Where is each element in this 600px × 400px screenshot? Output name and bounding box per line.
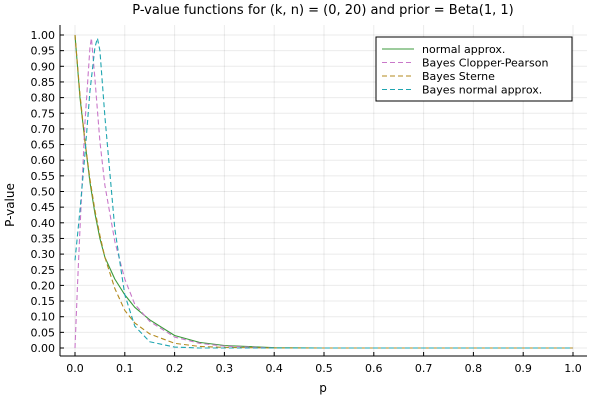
legend-box (375, 36, 573, 102)
y-tick-label: 0.20 (31, 279, 56, 292)
x-tick-label: 0.1 (116, 362, 134, 375)
y-tick-label: 0.25 (31, 264, 56, 277)
y-tick-label: 0.35 (31, 232, 56, 245)
y-tick-label: 0.50 (31, 186, 56, 199)
x-tick-label: 1.0 (564, 362, 582, 375)
y-tick-label: 0.90 (31, 60, 56, 73)
y-tick-label: 0.10 (31, 311, 56, 324)
y-tick-label: 1.00 (31, 29, 56, 42)
y-tick-label: 0.30 (31, 248, 56, 261)
x-tick-label: 0.2 (166, 362, 184, 375)
y-tick-label: 0.60 (31, 154, 56, 167)
ticks: 0.0 0.1 0.2 0.3 0.4 0.5 0.6 0.7 0.8 0.9 1.0 0.00 0.0… (31, 29, 582, 375)
legend: normal approx.Bayes Clopper-PearsonBayes… (375, 36, 573, 102)
x-tick-label: 0.5 (315, 362, 333, 375)
y-tick-label: 0.15 (31, 295, 56, 308)
series-line-4 (74, 37, 573, 349)
y-tick-label: 0.85 (31, 76, 56, 89)
y-tick-label: 0.65 (31, 139, 56, 152)
y-tick-label: 0.45 (31, 201, 56, 214)
plot-lines (74, 34, 573, 349)
x-axis-label: p (319, 381, 327, 395)
x-tick-label: 0.7 (415, 362, 433, 375)
y-tick-label: 0.55 (31, 170, 56, 183)
y-tick-label: 0.80 (31, 92, 56, 105)
x-tick-label: 0.6 (365, 362, 383, 375)
x-tick-label: 0.0 (66, 362, 84, 375)
y-tick-label: 0.70 (31, 123, 56, 136)
x-tick-label: 0.9 (514, 362, 532, 375)
series-line-2 (74, 37, 573, 349)
x-tick-label: 0.8 (465, 362, 483, 375)
y-tick-label: 0.05 (31, 326, 56, 339)
y-tick-label: 0.00 (31, 342, 56, 355)
x-tick-label: 0.4 (265, 362, 283, 375)
y-tick-label: 0.75 (31, 107, 56, 120)
x-tick-label: 0.3 (216, 362, 234, 375)
legend-entry: normal approx. (422, 43, 505, 56)
chart-title: P-value functions for (k, n) = (0, 20) a… (132, 3, 513, 18)
legend-entry: Bayes Clopper-Pearson (422, 57, 549, 70)
y-tick-label: 0.95 (31, 45, 56, 58)
y-axis-label: P-value (3, 183, 17, 227)
legend-entry: Bayes Sterne (422, 70, 495, 83)
y-tick-label: 0.40 (31, 217, 56, 230)
legend-entry: Bayes normal approx. (422, 84, 542, 97)
